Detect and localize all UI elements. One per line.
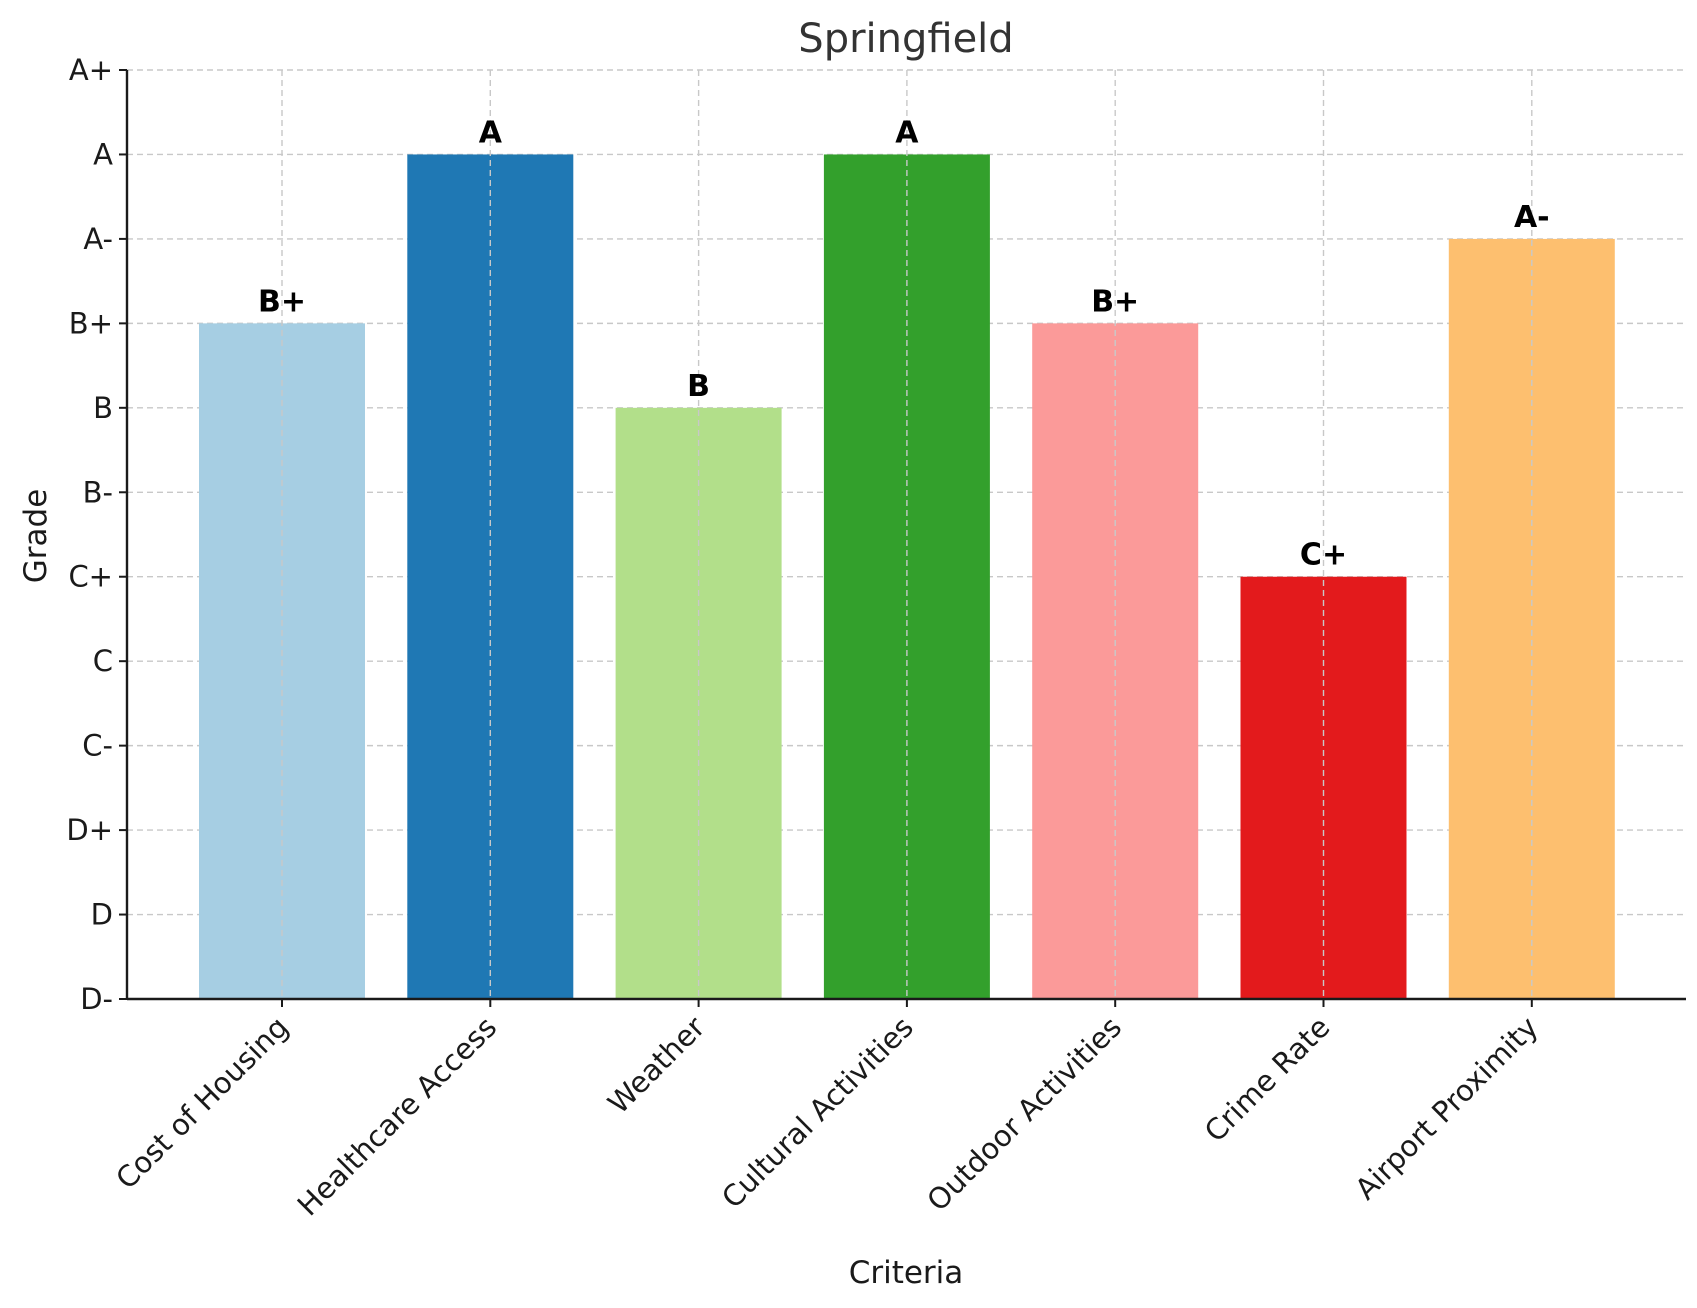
y-tick-label: C: [93, 644, 113, 678]
y-tick-label: C-: [82, 729, 113, 763]
bar-value-label: A: [479, 115, 503, 150]
y-tick-label: D: [91, 898, 113, 932]
x-tick-label: Cultural Activities: [715, 1010, 920, 1215]
chart-title: Springfield: [798, 16, 1013, 62]
y-tick-label: B-: [83, 475, 113, 509]
y-tick-label: A: [93, 137, 113, 171]
y-tick-label: D+: [66, 813, 113, 847]
x-tick-label: Healthcare Access: [291, 1010, 504, 1223]
bars: [199, 70, 1615, 1000]
y-axis-title: Grade: [18, 489, 54, 584]
x-tick-label: Crime Rate: [1198, 1010, 1337, 1149]
bar: [1240, 576, 1407, 999]
y-tick-label: A+: [69, 53, 113, 87]
y-tick-label: D-: [80, 982, 113, 1016]
bar-value-label: B+: [1091, 284, 1139, 319]
bar-value-label: C+: [1300, 538, 1347, 573]
bar-value-label: A-: [1514, 200, 1550, 235]
bar-value-label: B: [687, 369, 710, 404]
y-tick-label: B+: [69, 306, 113, 340]
bar-value-label: B+: [258, 284, 306, 319]
x-tick-label: Airport Proximity: [1348, 1010, 1544, 1206]
data-labels: B+ A B A B+ C+ A-: [258, 115, 1550, 572]
y-tick-label: A-: [83, 222, 113, 256]
bar-value-label: A: [895, 115, 919, 150]
x-tick-label: Outdoor Activities: [920, 1010, 1128, 1218]
x-tick-label: Weather: [601, 1010, 711, 1120]
x-axis-title: Criteria: [849, 1255, 964, 1291]
y-tick-label: B: [93, 391, 113, 425]
x-tick-label: Cost of Housing: [109, 1010, 295, 1196]
y-tick-label: C+: [68, 560, 113, 594]
